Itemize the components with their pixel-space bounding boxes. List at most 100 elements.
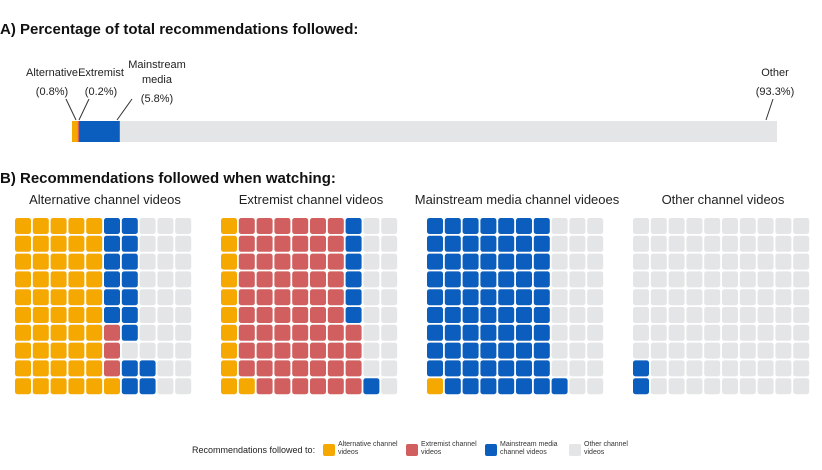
waffle-cell-mainstream [104, 253, 120, 270]
waffle-cell-other [722, 218, 738, 234]
waffle-cell-other [757, 289, 774, 306]
waffle-cell-other [739, 271, 756, 288]
waffle-panel-title: Mainstream media channel videoes [414, 192, 620, 207]
waffle-cell-other [633, 289, 649, 306]
waffle-cell-other [587, 324, 604, 341]
waffle-cell-mainstream [121, 289, 138, 306]
waffle-cell-other [139, 218, 156, 234]
waffle-cell-mainstream [462, 271, 479, 288]
waffle-cell-mainstream [533, 235, 550, 252]
waffle-cell-mainstream [462, 342, 479, 359]
waffle-cell-other [722, 360, 738, 377]
bar-label-value: (93.3%) [755, 86, 795, 98]
waffle-cell-mainstream [427, 289, 443, 306]
waffle-cell-alternative [32, 324, 49, 341]
waffle-cell-other [793, 289, 810, 306]
waffle-cell-other [668, 218, 685, 234]
waffle-cell-mainstream [480, 289, 497, 306]
waffle-cell-extremist [345, 342, 362, 359]
waffle-cell-mainstream [498, 289, 515, 306]
waffle-cell-other [775, 342, 792, 359]
waffle-cell-alternative [15, 235, 31, 252]
waffle-cell-other [668, 253, 685, 270]
waffle-cell-other [139, 271, 156, 288]
waffle-cell-other [668, 235, 685, 252]
waffle-cell-alternative [427, 378, 443, 395]
bar-label-leader-line [65, 98, 77, 121]
waffle-cell-mainstream [104, 271, 120, 288]
waffle-cell-other [139, 289, 156, 306]
waffle-cell-alternative [86, 360, 103, 377]
waffle-cell-mainstream [427, 360, 443, 377]
waffle-cell-other [175, 342, 192, 359]
waffle-cell-other [633, 307, 649, 323]
waffle-cell-other [633, 324, 649, 341]
waffle-cell-other [757, 235, 774, 252]
waffle-cell-mainstream [498, 324, 515, 341]
waffle-panel-title: Alternative channel videos [29, 192, 181, 207]
waffle-cell-other [381, 360, 398, 377]
waffle-cell-mainstream [345, 271, 362, 288]
waffle-cell-other [157, 378, 174, 395]
waffle-cell-mainstream [444, 289, 461, 306]
waffle-cell-alternative [86, 342, 103, 359]
waffle-cell-extremist [327, 271, 344, 288]
legend-label-other: Other channel videos [584, 441, 628, 456]
waffle-cell-mainstream [480, 360, 497, 377]
waffle-cell-other [551, 235, 568, 252]
waffle-cell-other [551, 360, 568, 377]
bar-label-leader-line [78, 98, 90, 121]
waffle-cell-mainstream [345, 218, 362, 234]
waffle-cell-other [650, 378, 667, 395]
waffle-cell-extremist [238, 218, 255, 234]
waffle-cell-mainstream [121, 271, 138, 288]
waffle-cell-mainstream [121, 235, 138, 252]
waffle-cell-other [587, 253, 604, 270]
waffle-cell-alternative [50, 235, 67, 252]
waffle-cell-other [381, 271, 398, 288]
waffle-cell-mainstream [533, 342, 550, 359]
waffle-cell-mainstream [533, 271, 550, 288]
waffle-cell-other [739, 360, 756, 377]
waffle-cell-alternative [68, 307, 85, 323]
waffle-cell-extremist [292, 271, 309, 288]
waffle-cell-other [381, 342, 398, 359]
waffle-cell-extremist [310, 360, 326, 377]
waffle-cell-other [139, 235, 156, 252]
waffle-cell-alternative [221, 342, 237, 359]
waffle-cell-extremist [327, 378, 344, 395]
waffle-cell-other [739, 253, 756, 270]
waffle-cell-extremist [310, 289, 326, 306]
waffle-cell-other [686, 218, 703, 234]
waffle-cell-mainstream [363, 378, 380, 395]
waffle-cell-other [175, 289, 192, 306]
waffle-cell-other [363, 307, 380, 323]
waffle-cell-alternative [68, 271, 85, 288]
waffle-cell-alternative [68, 378, 85, 395]
waffle-cell-other [686, 342, 703, 359]
waffle-cell-extremist [274, 289, 291, 306]
waffle-cell-other [139, 342, 156, 359]
waffle-cell-other [793, 360, 810, 377]
legend-swatch-other [569, 444, 581, 456]
bar-segment-other [119, 121, 778, 142]
waffle-cell-other [686, 324, 703, 341]
waffle-cell-extremist [256, 218, 273, 234]
waffle-cell-alternative [50, 360, 67, 377]
waffle-cell-extremist [256, 235, 273, 252]
waffle-cell-alternative [32, 342, 49, 359]
waffle-cell-alternative [50, 289, 67, 306]
waffle-cell-alternative [86, 324, 103, 341]
waffle-cell-extremist [292, 378, 309, 395]
waffle-cell-other [157, 218, 174, 234]
waffle-cell-other [569, 253, 586, 270]
legend: Recommendations followed to: Alternative… [0, 436, 822, 464]
waffle-cell-other [722, 342, 738, 359]
waffle-cell-other [739, 235, 756, 252]
waffle-cell-other [722, 271, 738, 288]
waffle-cell-alternative [221, 235, 237, 252]
waffle-cell-extremist [274, 360, 291, 377]
waffle-cell-mainstream [444, 253, 461, 270]
bar-label-leader-line [765, 98, 774, 121]
waffle-cell-other [569, 360, 586, 377]
